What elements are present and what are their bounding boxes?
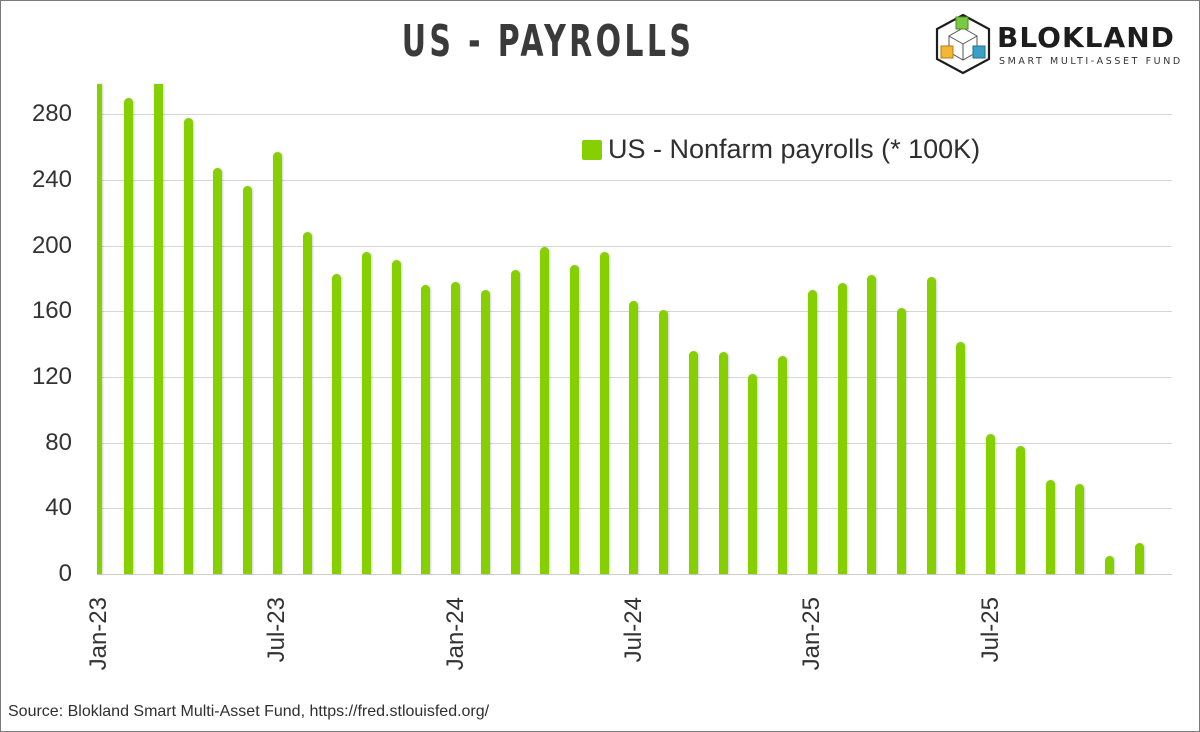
bar-oct-25 [1075, 484, 1084, 574]
chart-title: US - PAYROLLS [401, 16, 695, 67]
bar-jan-23 [97, 84, 102, 574]
bar-apr-23 [184, 118, 193, 574]
bar-nov-23 [392, 260, 401, 574]
bar-dec-23 [421, 285, 430, 574]
y-tick-label: 40 [45, 494, 72, 521]
bar-sep-25 [1046, 480, 1055, 574]
cube-logo-icon [935, 13, 991, 75]
blokland-logo: BLOKLAND SMART MULTI-ASSET FUND [932, 12, 1192, 78]
gridline [97, 114, 1172, 115]
bar-dec-24 [778, 356, 787, 574]
bar-oct-24 [719, 352, 728, 574]
bar-apr-25 [897, 308, 906, 574]
bar-jan-25 [808, 290, 817, 574]
legend: US - Nonfarm payrolls (* 100K) [582, 134, 980, 165]
y-tick-label: 120 [31, 363, 72, 390]
bar-jun-23 [243, 186, 252, 574]
bar-nov-25 [1105, 556, 1114, 574]
bar-jul-23 [273, 152, 282, 574]
bar-jul-25 [986, 434, 995, 574]
bar-dec-25 [1135, 543, 1144, 574]
bar-aug-23 [303, 232, 312, 574]
bar-jun-24 [600, 252, 609, 574]
source-note: Source: Blokland Smart Multi-Asset Fund,… [8, 703, 490, 720]
bar-aug-24 [659, 310, 668, 574]
bar-mar-23 [154, 84, 163, 574]
x-tick-label: Jan-24 [442, 597, 469, 671]
legend-label: US - Nonfarm payrolls (* 100K) [608, 134, 981, 164]
x-tick-label: Jul-25 [977, 597, 1004, 663]
bar-sep-23 [332, 274, 341, 574]
x-axis-line [97, 574, 1172, 575]
y-tick-label: 0 [58, 560, 72, 587]
bar-feb-24 [481, 290, 490, 574]
bar-apr-24 [540, 247, 549, 574]
bar-jul-24 [629, 301, 638, 574]
gridline [97, 246, 1172, 247]
bar-may-23 [213, 168, 222, 574]
x-tick-label: Jan-23 [85, 597, 112, 671]
bar-sep-24 [689, 351, 698, 574]
bar-may-25 [927, 277, 936, 574]
bar-mar-24 [511, 270, 520, 574]
x-tick-label: Jul-24 [620, 597, 647, 663]
bar-mar-25 [867, 275, 876, 574]
y-tick-label: 280 [31, 100, 72, 127]
y-tick-label: 80 [45, 429, 72, 456]
legend-swatch-icon [582, 139, 602, 160]
bar-nov-24 [748, 374, 757, 574]
bar-jan-24 [451, 282, 460, 574]
bar-feb-25 [838, 283, 847, 574]
bar-feb-23 [124, 98, 133, 574]
bar-jun-25 [956, 342, 965, 574]
x-tick-label: Jul-23 [263, 597, 290, 663]
logo-wordmark: BLOKLAND [997, 21, 1175, 54]
y-tick-label: 160 [31, 297, 72, 324]
logo-subtitle: SMART MULTI-ASSET FUND [999, 56, 1183, 67]
gridline [97, 180, 1172, 181]
bar-oct-23 [362, 252, 371, 574]
x-tick-label: Jan-25 [798, 597, 825, 671]
y-tick-label: 200 [31, 232, 72, 259]
bar-aug-25 [1016, 446, 1025, 574]
y-tick-label: 240 [31, 166, 72, 193]
bar-may-24 [570, 265, 579, 574]
